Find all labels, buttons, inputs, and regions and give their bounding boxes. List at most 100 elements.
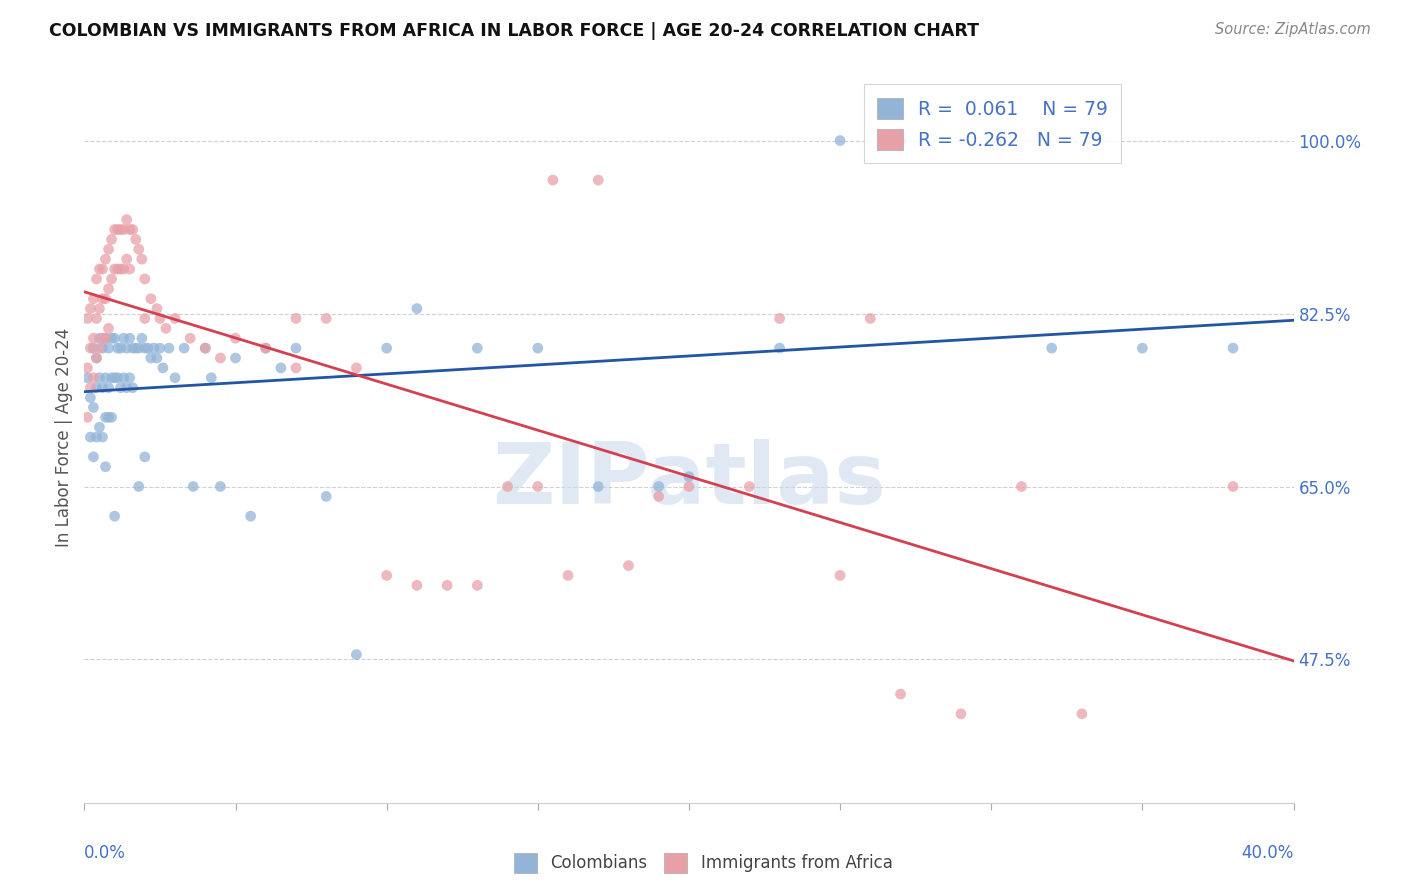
Point (769, 311, 792, 326)
Text: Source: ZipAtlas.com: Source: ZipAtlas.com (1215, 22, 1371, 37)
Point (86, 351, 108, 365)
Point (82, 292, 104, 306)
Point (128, 242, 150, 256)
Point (128, 341, 150, 355)
Point (97, 410, 120, 425)
Point (1222, 479, 1244, 493)
Point (678, 479, 700, 493)
Point (82, 371, 104, 385)
Point (346, 648, 368, 662)
Point (97, 321, 120, 335)
Point (648, 479, 671, 493)
Point (678, 469, 700, 483)
Point (165, 311, 187, 326)
Point (131, 331, 153, 345)
Point (100, 272, 122, 286)
Point (91, 292, 114, 306)
Point (91, 262, 114, 277)
Point (121, 341, 143, 355)
Point (588, 173, 610, 187)
Point (112, 371, 135, 385)
Point (131, 252, 153, 267)
Point (115, 381, 138, 395)
Point (107, 371, 129, 385)
Point (134, 272, 156, 286)
Point (89, 331, 111, 345)
Point (254, 341, 277, 355)
Point (155, 321, 177, 335)
Point (94, 252, 117, 267)
Point (467, 578, 489, 592)
Point (104, 371, 127, 385)
Point (115, 252, 138, 267)
Point (406, 578, 429, 592)
Point (557, 568, 579, 582)
Point (225, 351, 247, 365)
Point (115, 212, 138, 227)
Point (82, 341, 104, 355)
Point (769, 341, 792, 355)
Point (97, 381, 120, 395)
Point (79, 341, 101, 355)
Point (209, 351, 232, 365)
Point (527, 341, 550, 355)
Point (104, 509, 127, 524)
Point (406, 301, 429, 316)
Point (86, 311, 108, 326)
Point (125, 232, 148, 246)
Point (97, 242, 120, 256)
Point (100, 232, 122, 246)
Point (107, 341, 129, 355)
Point (648, 489, 671, 503)
Point (173, 341, 195, 355)
Point (209, 479, 232, 493)
Point (270, 360, 292, 375)
Point (100, 371, 122, 385)
Point (86, 351, 108, 365)
Point (285, 311, 308, 326)
Point (152, 360, 174, 375)
Point (859, 311, 882, 326)
Point (134, 341, 156, 355)
Point (149, 341, 172, 355)
Point (541, 173, 564, 187)
Point (134, 311, 156, 326)
Point (738, 479, 761, 493)
Point (830, 568, 852, 582)
Point (79, 391, 101, 405)
Point (79, 430, 101, 444)
Point (375, 568, 398, 582)
Point (254, 341, 277, 355)
Point (94, 459, 117, 474)
Point (118, 262, 141, 277)
Point (76, 410, 98, 425)
Point (1071, 706, 1094, 721)
Point (76, 371, 98, 385)
Point (181, 479, 204, 493)
Point (79, 301, 101, 316)
Point (118, 331, 141, 345)
Point (149, 311, 172, 326)
Point (375, 341, 398, 355)
Legend: R =  0.061    N = 79, R = -0.262   N = 79: R = 0.061 N = 79, R = -0.262 N = 79 (863, 85, 1121, 163)
Point (315, 311, 337, 326)
Point (157, 341, 180, 355)
Point (86, 430, 108, 444)
Point (110, 222, 132, 236)
Point (76, 311, 98, 326)
Point (1040, 341, 1063, 355)
Point (86, 381, 108, 395)
Point (112, 331, 135, 345)
Point (107, 262, 129, 277)
Point (91, 430, 114, 444)
Point (94, 292, 117, 306)
Point (100, 331, 122, 345)
Point (104, 262, 127, 277)
Point (139, 351, 162, 365)
Point (890, 134, 912, 148)
Point (136, 341, 159, 355)
Point (100, 410, 122, 425)
Point (91, 331, 114, 345)
Point (104, 222, 127, 236)
Text: ZIPatlas: ZIPatlas (492, 440, 886, 523)
